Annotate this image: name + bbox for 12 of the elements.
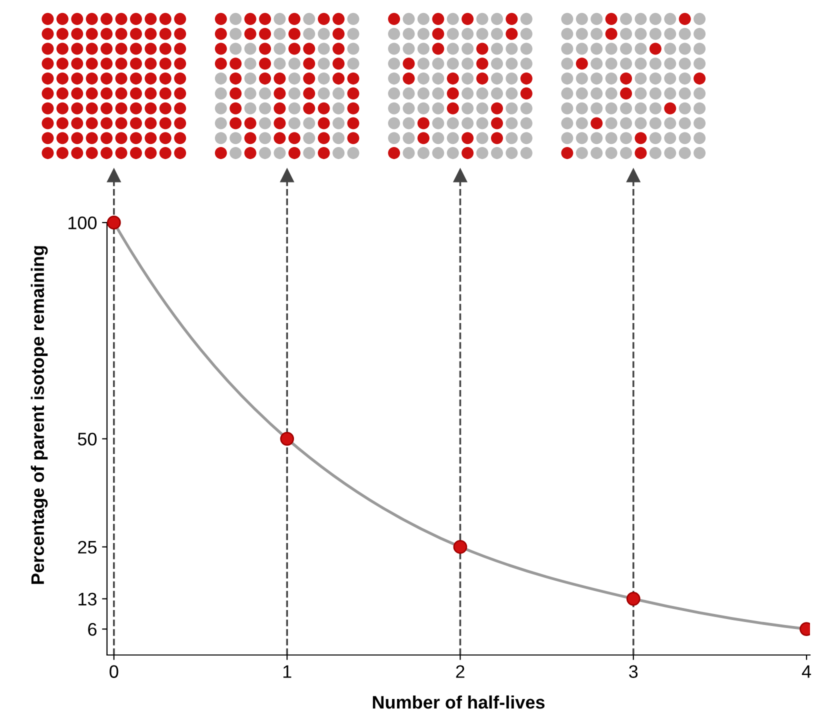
x-axis-title: Number of half-lives — [372, 695, 545, 709]
y-tick-label: 13 — [78, 592, 96, 606]
y-tick-label: 100 — [68, 216, 97, 230]
x-tick-label: 3 — [629, 665, 638, 678]
y-tick-label: 50 — [78, 432, 97, 446]
y-tick-label: 6 — [88, 622, 96, 636]
x-tick-label: 1 — [283, 665, 292, 678]
y-tick-label: 25 — [78, 540, 97, 554]
x-tick-label: 4 — [802, 665, 812, 678]
x-tick-label: 0 — [110, 665, 118, 678]
y-axis-title: Percentage of parent isotope remaining — [30, 246, 48, 584]
x-tick-label: 2 — [456, 665, 464, 678]
